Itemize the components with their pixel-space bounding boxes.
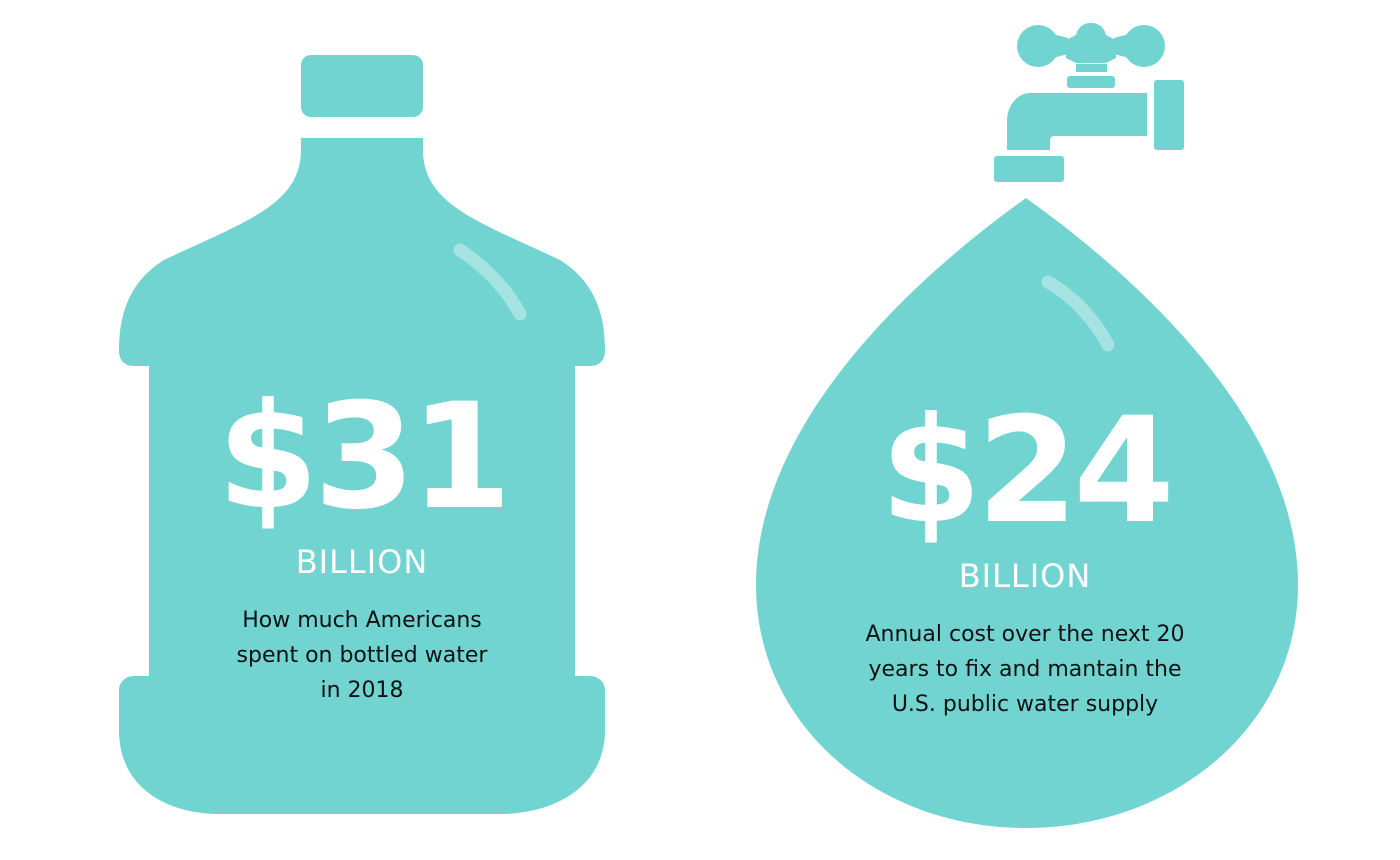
bottled-water-stat: $31 BILLION How much Americans spent on … xyxy=(182,384,542,708)
public-water-caption-line: years to fix and mantain the xyxy=(868,657,1182,682)
bottled-water-caption-line: spent on bottled water xyxy=(236,643,488,668)
bottled-water-amount: $31 xyxy=(217,372,512,542)
faucet-icon xyxy=(994,23,1184,182)
bottled-water-caption-line: How much Americans xyxy=(242,608,482,633)
public-water-amount: $24 xyxy=(880,386,1175,556)
bottled-water-unit: BILLION xyxy=(295,543,429,581)
water-jug-icon xyxy=(119,55,605,814)
bottled-water-caption: How much Americans spent on bottled wate… xyxy=(182,603,542,708)
public-water-caption: Annual cost over the next 20 years to fi… xyxy=(825,617,1225,722)
public-water-caption-line: U.S. public water supply xyxy=(891,692,1159,717)
public-water-stat: $24 BILLION Annual cost over the next 20… xyxy=(825,398,1225,722)
public-water-unit: BILLION xyxy=(958,557,1092,595)
bottled-water-caption-line: in 2018 xyxy=(320,678,404,703)
water-drop-icon xyxy=(756,198,1298,828)
public-water-caption-line: Annual cost over the next 20 xyxy=(865,622,1185,647)
